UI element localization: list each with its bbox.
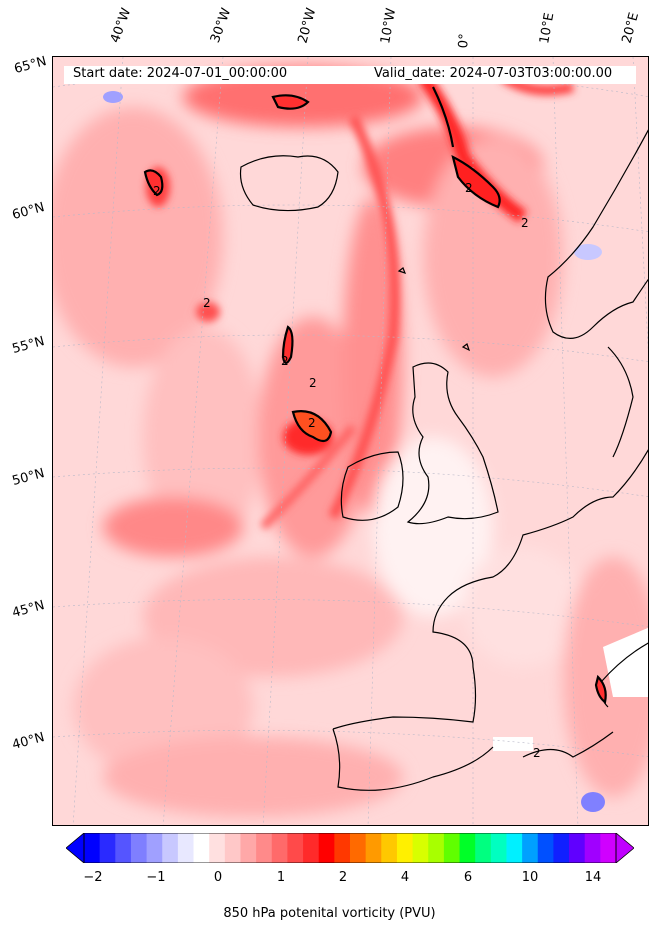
colorbar-cell — [459, 833, 476, 863]
colorbar-cell — [396, 833, 414, 863]
colorbar-cell — [584, 833, 601, 863]
colorbar-cell — [240, 833, 257, 863]
mediterranean-coast-outline — [522, 731, 614, 758]
contour-label: 2 — [281, 354, 289, 368]
colorbar-cell — [350, 833, 367, 863]
lon-tick-20e: 20°E — [619, 10, 643, 46]
colorbar-min-extend — [66, 833, 85, 863]
valid-date-label: Valid_date: 2024-07-03T03:00:00.00 — [374, 66, 613, 81]
colorbar-max-extend — [615, 833, 634, 863]
contour-label: 2 — [308, 416, 316, 430]
lat-tick-65n: 65°N — [12, 54, 49, 77]
pv-white-patch-alps — [603, 627, 648, 697]
colorbar-cell — [193, 833, 210, 863]
colorbar-cell — [506, 833, 523, 863]
colorbar-cells — [84, 833, 617, 863]
lat-tick-50n: 50°N — [10, 466, 47, 489]
start-date-label: Start date: 2024-07-01_00:00:00 — [73, 66, 288, 81]
pv-field-map: 2 2 2 2 2 2 2 2 — [53, 57, 648, 825]
colorbar-tick: 10 — [521, 870, 539, 885]
colorbar-cell — [115, 833, 132, 863]
pv-negative-patch-south — [581, 792, 605, 812]
colorbar-cell — [334, 833, 351, 863]
contour-label: 2 — [153, 184, 161, 198]
colorbar-cell — [162, 833, 179, 863]
colorbar-cell — [256, 833, 273, 863]
colorbar-cell — [475, 833, 492, 863]
iberia-outline — [332, 728, 494, 791]
header-bar — [64, 66, 636, 84]
lon-tick-20w: 20°W — [295, 6, 320, 45]
pv2-contours — [143, 86, 607, 704]
iceland-outline — [239, 155, 339, 212]
lat-tick-55n: 55°N — [10, 334, 47, 357]
colorbar-tick: 14 — [584, 870, 602, 885]
colorbar-tick: 1 — [276, 870, 286, 885]
lon-tick-30w: 30°W — [207, 6, 235, 45]
colorbar-cell — [569, 833, 586, 863]
colorbar-cell — [553, 833, 570, 863]
lon-tick-10e: 10°E — [537, 11, 558, 45]
great-britain-outline — [406, 362, 499, 525]
colorbar-tick: 6 — [463, 870, 473, 885]
lat-tick-60n: 60°N — [10, 200, 47, 223]
lat-tick-45n: 45°N — [10, 598, 47, 621]
colorbar-tick: 4 — [400, 870, 410, 885]
colorbar-tick: −1 — [146, 870, 166, 885]
colorbar-cell — [443, 833, 461, 863]
lon-tick-10w: 10°W — [378, 7, 400, 46]
contour-label: 2 — [521, 216, 529, 230]
map-plot-area: 2 2 2 2 2 2 2 2 — [52, 56, 649, 826]
colorbar-tick: 0 — [213, 870, 223, 885]
pv-field-shading — [53, 67, 648, 817]
colorbar-cell — [146, 833, 163, 863]
colorbar-cell — [490, 833, 507, 863]
contour-label: 2 — [203, 296, 211, 310]
colorbar-cell — [537, 833, 554, 863]
contour-label: 2 — [309, 376, 317, 390]
colorbar-cell — [318, 833, 335, 863]
colorbar-cell — [271, 833, 288, 863]
colorbar-cell — [428, 833, 445, 863]
sweden-outline — [607, 346, 634, 458]
colorbar-label: 850 hPa potenital vorticity (PVU) — [223, 906, 436, 921]
contour-label-group: 2 2 2 2 2 2 2 2 — [153, 181, 541, 760]
pv-negative-patch — [574, 244, 602, 260]
colorbar-cell — [224, 833, 241, 863]
colorbar-cell — [365, 833, 382, 863]
contour-label: 2 — [465, 181, 473, 195]
colorbar-cell — [99, 833, 116, 863]
pv-white-patch — [493, 737, 533, 751]
colorbar-border — [83, 833, 617, 863]
lon-tick-0: 0° — [456, 32, 473, 49]
colorbar-cell — [412, 833, 429, 863]
colorbar-cell — [209, 833, 226, 863]
lat-tick-40n: 40°N — [10, 730, 47, 753]
colorbar — [66, 833, 634, 863]
colorbar-cell — [177, 833, 195, 863]
colorbar-cell — [600, 833, 617, 863]
colorbar-cell — [287, 833, 304, 863]
contour-label: 2 — [533, 746, 541, 760]
lon-tick-40w: 40°W — [107, 6, 135, 45]
colorbar-cell — [381, 833, 398, 863]
colorbar-cell — [522, 833, 539, 863]
ireland-outline — [340, 451, 404, 521]
colorbar-tick: 2 — [338, 870, 348, 885]
colorbar-cell — [130, 833, 148, 863]
colorbar-tick: −2 — [83, 870, 103, 885]
colorbar-cell — [303, 833, 320, 863]
pv-negative-patch-north — [103, 91, 123, 103]
scandinavia-outline — [544, 129, 648, 339]
continental-coast-outline — [332, 449, 648, 730]
colorbar-cell — [84, 833, 101, 863]
